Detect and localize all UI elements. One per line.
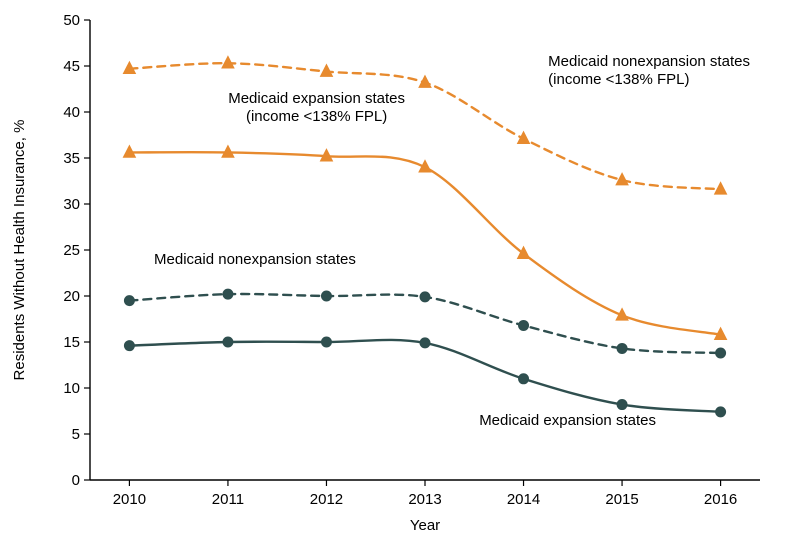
marker-nonexp_low: [616, 173, 628, 185]
marker-exp_all: [223, 337, 233, 347]
marker-nonexp_all: [420, 292, 430, 302]
marker-nonexp_low: [419, 76, 431, 88]
x-axis-label: Year: [410, 517, 440, 534]
y-tick-label: 40: [63, 104, 80, 121]
series-line-exp_low: [129, 152, 720, 334]
y-tick-label: 35: [63, 150, 80, 167]
marker-nonexp_low: [715, 182, 727, 194]
marker-exp_all: [716, 407, 726, 417]
marker-nonexp_all: [321, 291, 331, 301]
y-tick-label: 15: [63, 334, 80, 351]
y-tick-label: 5: [72, 426, 80, 443]
marker-nonexp_all: [617, 343, 627, 353]
marker-nonexp_all: [519, 320, 529, 330]
series-label-nonexp_all: Medicaid nonexpansion states: [154, 251, 356, 268]
y-tick-label: 0: [72, 472, 80, 489]
marker-exp_all: [124, 341, 134, 351]
y-tick-label: 30: [63, 196, 80, 213]
y-axis-label: Residents Without Health Insurance, %: [11, 120, 28, 381]
series-label-exp_low: Medicaid expansion states(income <138% F…: [228, 90, 405, 125]
x-tick-label: 2012: [310, 491, 343, 508]
marker-exp_all: [519, 374, 529, 384]
line-chart-svg: 0 5 10 15 20 25 30 35 40 45 50 2010 2011 2012 2013 2014…: [0, 0, 794, 546]
y-tick-label: 25: [63, 242, 80, 259]
marker-nonexp_all: [124, 296, 134, 306]
y-tick-label: 20: [63, 288, 80, 305]
y-tick-label: 10: [63, 380, 80, 397]
marker-nonexp_all: [716, 348, 726, 358]
marker-nonexp_all: [223, 289, 233, 299]
marker-exp_all: [420, 338, 430, 348]
x-tick-label: 2013: [408, 491, 441, 508]
series-label-nonexp_low: Medicaid nonexpansion states(income <138…: [548, 53, 750, 88]
chart-container: 0 5 10 15 20 25 30 35 40 45 50 2010 2011 2012 2013 2014…: [0, 0, 794, 546]
marker-exp_all: [617, 400, 627, 410]
marker-exp_low: [518, 247, 530, 259]
x-tick-label: 2014: [507, 491, 540, 508]
x-tick-label: 2011: [212, 491, 244, 508]
x-tick-label: 2016: [704, 491, 737, 508]
y-tick-label: 45: [63, 58, 80, 75]
y-tick-label: 50: [63, 12, 80, 29]
x-tick-label: 2010: [113, 491, 146, 508]
marker-exp_all: [321, 337, 331, 347]
series-label-exp_all: Medicaid expansion states: [479, 412, 656, 429]
marker-nonexp_low: [320, 65, 332, 77]
x-tick-label: 2015: [605, 491, 638, 508]
